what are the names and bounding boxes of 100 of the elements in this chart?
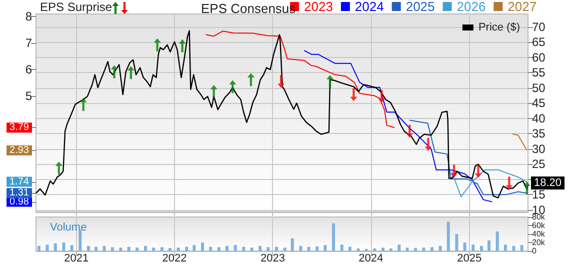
y2-tick-label: 25 — [532, 157, 546, 172]
bar — [242, 246, 246, 251]
y2-tick-label: 80k — [532, 212, 546, 222]
bar — [480, 246, 483, 251]
bar — [110, 247, 114, 251]
x-tick-label: 2023 — [260, 252, 285, 264]
y2-tick-label: 70 — [532, 20, 546, 34]
bar — [373, 248, 376, 251]
bar — [78, 230, 82, 251]
bar — [127, 246, 130, 251]
line-series — [304, 50, 493, 202]
bar — [209, 246, 212, 251]
bar — [283, 248, 286, 251]
bar — [234, 245, 237, 251]
bar — [176, 248, 180, 251]
legend-label: 2024 — [354, 0, 384, 14]
bar — [62, 242, 66, 251]
bar — [316, 246, 319, 251]
bar — [512, 246, 516, 251]
y2-tick-label: 0 — [532, 246, 537, 256]
x-tick-label: 2024 — [358, 252, 384, 264]
data-label: 18.20 — [534, 176, 562, 189]
bar — [299, 246, 302, 251]
y2-tick-label: 30 — [532, 142, 546, 156]
bar — [86, 246, 90, 251]
y2-tick-label: 40 — [532, 111, 546, 126]
x-tick-label: 2025 — [457, 252, 482, 264]
legend-label: 2026 — [456, 0, 486, 14]
chart-title: EPS Surprise — [40, 0, 112, 14]
bar — [54, 243, 57, 251]
bar — [340, 244, 344, 251]
bar — [201, 242, 204, 251]
legend-label: 2025 — [406, 0, 435, 14]
y2-tick-label: 35 — [532, 126, 546, 141]
bar — [225, 246, 228, 251]
bar — [463, 242, 466, 251]
x-tick-label: 2021 — [64, 252, 89, 264]
bar — [398, 244, 401, 251]
bar — [504, 244, 507, 251]
bar — [144, 246, 147, 251]
y2-tick-label: 55 — [532, 66, 546, 80]
y2-tick-label: 65 — [532, 35, 546, 50]
y2-tick-label: 40k — [532, 230, 546, 238]
bar — [382, 248, 385, 251]
bar — [406, 248, 409, 251]
bar — [307, 246, 310, 251]
bar — [70, 245, 74, 251]
bar — [438, 246, 442, 251]
bar — [274, 246, 278, 251]
bar — [217, 247, 220, 251]
bar — [496, 231, 499, 251]
legend-label: Price ($) — [478, 22, 520, 34]
bar — [324, 245, 327, 251]
bar — [389, 248, 392, 251]
legend-label: 2027 — [508, 0, 537, 14]
y2-tick-label: 45 — [532, 96, 546, 110]
bar — [356, 248, 360, 251]
legend-label: 2023 — [304, 0, 333, 14]
y2-tick-label: 60k — [532, 221, 546, 230]
bar — [422, 248, 426, 251]
bar — [37, 246, 40, 251]
bar — [160, 247, 164, 251]
y2-tick-label: 15 — [532, 188, 546, 202]
bar — [185, 246, 188, 251]
y-tick-label: 8 — [25, 10, 32, 24]
bar — [102, 246, 106, 251]
y-tick-label: 6 — [25, 62, 32, 76]
bar — [250, 248, 254, 251]
bar — [266, 247, 270, 251]
bar — [94, 246, 98, 251]
y-tick-label: 2.93 — [10, 144, 30, 156]
y-tick-label: 1.31 — [10, 188, 30, 199]
bar — [290, 238, 294, 251]
bar — [414, 248, 418, 251]
y-tick-label: 7 — [25, 36, 32, 50]
line-series — [205, 30, 396, 128]
bar — [332, 223, 336, 251]
bar — [192, 245, 196, 251]
y-tick-label: 5 — [25, 88, 32, 103]
bar — [487, 240, 490, 251]
bar — [455, 234, 458, 251]
annotation: Volume — [50, 222, 87, 234]
bar — [168, 248, 172, 251]
bar — [430, 247, 434, 251]
bar — [258, 246, 262, 251]
bar — [136, 248, 139, 251]
y-tick-label: 1.74 — [10, 176, 30, 188]
y2-tick-label: 50 — [532, 80, 546, 95]
bar — [348, 246, 352, 251]
y-tick-label: 3.79 — [10, 122, 30, 134]
y2-tick-label: 20k — [532, 238, 546, 247]
x-tick-label: 2022 — [162, 252, 187, 264]
bar — [119, 248, 122, 251]
y2-tick-label: 60 — [532, 50, 546, 64]
legend-title: EPS Consensus — [201, 1, 296, 16]
bar — [152, 248, 156, 251]
bar — [46, 244, 49, 251]
bar — [472, 244, 475, 251]
bar — [520, 245, 524, 251]
bar — [446, 222, 450, 251]
